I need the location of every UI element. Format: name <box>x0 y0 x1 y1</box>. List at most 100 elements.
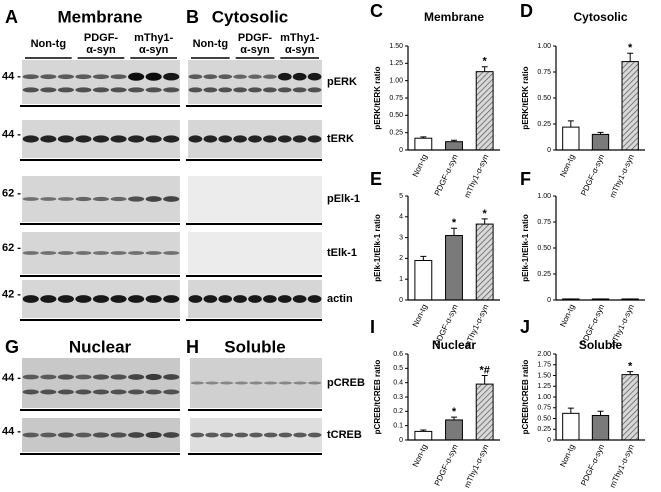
blot-strip <box>188 232 322 274</box>
y-axis-label: pElk-1/tElk-1 ratio <box>373 214 382 282</box>
band <box>128 72 145 81</box>
band <box>263 381 278 385</box>
bar <box>445 141 463 151</box>
y-tick-label: 0.25 <box>537 121 551 128</box>
band <box>57 251 74 255</box>
band <box>57 135 74 143</box>
band <box>248 74 262 79</box>
protein-label: actin <box>327 293 353 305</box>
y-tick-label: 0.25 <box>389 130 403 137</box>
bar <box>562 126 580 151</box>
band <box>163 251 180 255</box>
band <box>203 74 218 80</box>
band <box>110 374 127 380</box>
band <box>22 74 39 80</box>
blot-strip <box>22 358 180 408</box>
y-tick-label: 0.6 <box>393 351 403 358</box>
band <box>40 432 57 438</box>
band <box>163 389 180 395</box>
x-tick-label: Non-tg <box>411 153 429 179</box>
y-tick-label: 0.75 <box>537 69 551 76</box>
mw-marker: 62 - <box>2 187 21 199</box>
band <box>233 74 247 79</box>
y-axis-label: pElk-1/tElk-1 ratio <box>521 214 530 282</box>
band <box>110 295 127 303</box>
band <box>163 295 180 303</box>
y-tick-label: 0.25 <box>537 426 551 433</box>
band <box>190 432 205 438</box>
group-label: Non-tg <box>193 38 228 50</box>
significance-mark: * <box>628 42 633 54</box>
significance-mark: * <box>483 56 488 68</box>
band <box>40 135 57 143</box>
x-tick-label: Non-tg <box>411 303 429 329</box>
error-bar <box>567 407 574 414</box>
band <box>40 87 57 93</box>
band <box>145 389 162 395</box>
bar <box>445 419 463 441</box>
protein-label: pElk-1 <box>327 193 360 205</box>
band <box>92 135 110 143</box>
band <box>307 87 322 93</box>
y-tick-label: 1.25 <box>389 60 403 67</box>
band <box>145 196 162 202</box>
band <box>128 251 145 255</box>
error-bar <box>451 416 457 420</box>
band <box>249 432 263 438</box>
band <box>263 135 277 143</box>
band <box>263 74 277 79</box>
band <box>163 374 180 380</box>
band <box>203 87 218 93</box>
band <box>205 381 219 385</box>
band <box>145 251 162 255</box>
band <box>145 373 162 381</box>
group-label: mThy1- <box>280 32 319 44</box>
blot-strip <box>22 60 180 104</box>
error-bar <box>481 375 488 385</box>
y-tick-label: 2.00 <box>537 351 551 358</box>
band <box>75 295 92 303</box>
band <box>110 74 127 80</box>
panel-letter: D <box>520 1 533 21</box>
band <box>307 135 322 143</box>
bar <box>445 235 463 301</box>
panel-letter: F <box>520 169 531 189</box>
band <box>40 197 57 201</box>
panel-letter: A <box>5 7 18 27</box>
panel-letter: H <box>186 337 199 357</box>
y-tick-label: 0.5 <box>393 365 403 372</box>
band <box>110 389 127 395</box>
band <box>293 432 307 438</box>
band <box>234 381 249 385</box>
band <box>248 295 262 303</box>
bar <box>475 71 494 151</box>
band <box>75 432 92 438</box>
band <box>307 381 322 385</box>
y-axis-label: pCREB/tCREB ratio <box>521 360 530 435</box>
band <box>233 135 247 143</box>
y-tick-label: 0.50 <box>389 112 403 119</box>
y-tick-label: 0.50 <box>537 245 551 252</box>
significance-mark: * <box>452 406 457 418</box>
x-tick-label: Non-tg <box>558 303 576 329</box>
blot-title: Membrane <box>57 7 142 26</box>
band <box>22 432 39 438</box>
error-bar <box>481 218 488 225</box>
y-tick-label: 1 <box>399 276 403 283</box>
band <box>22 295 39 303</box>
y-tick-label: 1.50 <box>389 43 403 50</box>
band <box>277 135 292 143</box>
band <box>128 87 145 93</box>
y-tick-label: 1.00 <box>537 193 551 200</box>
band <box>57 74 74 80</box>
panel-letter: E <box>370 169 382 189</box>
band <box>188 87 203 93</box>
band <box>128 389 145 395</box>
error-bar <box>420 429 427 432</box>
mw-marker: 62 - <box>2 242 21 254</box>
y-tick-label: 1.00 <box>537 43 551 50</box>
band <box>57 197 74 201</box>
band <box>75 251 92 255</box>
band <box>188 74 203 80</box>
band <box>110 87 127 93</box>
